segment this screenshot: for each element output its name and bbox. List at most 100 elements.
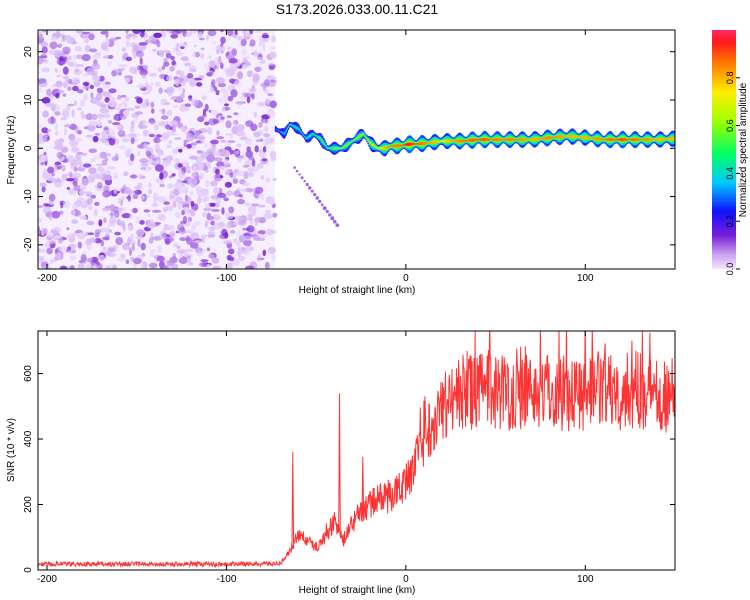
noise-speckle <box>271 35 277 43</box>
noise-speckle <box>51 83 62 87</box>
noise-speckle <box>163 57 168 63</box>
noise-speckle <box>60 202 64 209</box>
ridge-cell <box>654 138 657 141</box>
ridge-cell <box>572 135 574 139</box>
noise-speckle <box>56 252 62 260</box>
spectrogram-x-axis: -200 -100 0 100 <box>37 30 594 284</box>
noise-speckle <box>253 131 261 138</box>
noise-speckle <box>88 48 98 53</box>
ridge-cell <box>523 138 525 142</box>
ridge-cell <box>609 137 611 142</box>
noise-speckle <box>120 197 125 201</box>
noise-speckle <box>237 36 244 41</box>
noise-speckle <box>130 136 135 145</box>
ridge-cell <box>356 136 358 139</box>
noise-speckle <box>80 99 85 108</box>
noise-speckle <box>215 57 223 65</box>
noise-speckle <box>83 163 92 168</box>
ridge-cell <box>399 144 401 147</box>
noise-speckle <box>143 209 150 213</box>
noise-speckle <box>237 154 243 163</box>
noise-speckle <box>228 206 235 214</box>
ridge-cell <box>275 129 278 130</box>
noise-speckle <box>118 197 121 205</box>
noise-speckle <box>140 195 145 200</box>
noise-speckle <box>211 207 220 213</box>
ridge-cell <box>488 138 490 141</box>
ridge-cell <box>297 127 299 130</box>
noise-speckle <box>115 69 123 73</box>
ridge-cell <box>293 125 295 128</box>
ridge-cell <box>507 138 509 142</box>
ridge-cell <box>574 135 576 139</box>
noise-speckle <box>192 50 197 59</box>
ridge-cell <box>408 142 410 147</box>
noise-speckle <box>52 32 56 36</box>
noise-speckle <box>67 86 72 92</box>
noise-speckle <box>190 142 198 146</box>
noise-speckle <box>102 246 107 251</box>
ridge-cell <box>413 143 415 145</box>
noise-speckle <box>140 30 146 34</box>
noise-speckle <box>177 170 186 179</box>
noise-speckle <box>86 220 95 226</box>
noise-speckle <box>104 227 111 234</box>
noise-speckle <box>94 229 102 235</box>
noise-speckle <box>257 102 265 107</box>
noise-speckle <box>244 138 253 145</box>
ridge-cell <box>445 139 447 143</box>
noise-speckle <box>251 165 260 172</box>
ridge-cell <box>634 137 636 142</box>
noise-speckle <box>211 209 220 212</box>
noise-speckle <box>121 55 126 61</box>
ridge-cell <box>497 138 499 142</box>
ridge-cell <box>404 143 406 146</box>
ridge-cell <box>470 138 473 142</box>
noise-speckle <box>262 146 267 153</box>
noise-speckle <box>219 233 228 240</box>
ridge-cell <box>465 139 467 142</box>
noise-speckle <box>98 254 105 262</box>
noise-speckle <box>207 230 213 239</box>
noise-speckle <box>227 248 235 255</box>
y-tick-label: 0 <box>23 567 34 573</box>
noise-speckle <box>74 45 82 52</box>
ridge-cell <box>545 136 547 140</box>
ridge-cell <box>646 138 648 142</box>
noise-speckle <box>97 119 103 128</box>
ridge-trail-cell <box>335 223 340 228</box>
ridge-cell <box>582 136 585 139</box>
noise-speckle <box>73 166 78 172</box>
noise-speckle <box>262 119 267 123</box>
noise-speckle <box>181 80 186 87</box>
ridge-cell <box>631 138 633 141</box>
snr-spike <box>361 456 365 516</box>
noise-speckle <box>137 238 141 247</box>
ridge-cell <box>629 138 631 141</box>
ridge-cell <box>313 133 315 136</box>
noise-speckle <box>148 166 152 170</box>
ridge-cell <box>351 140 353 143</box>
ridge-cell <box>353 139 355 141</box>
noise-speckle <box>69 265 75 269</box>
ridge-cell <box>427 142 429 144</box>
noise-speckle <box>200 138 205 143</box>
noise-speckle <box>184 194 189 202</box>
noise-speckle <box>113 188 118 194</box>
noise-speckle <box>257 254 261 262</box>
noise-speckle <box>212 166 216 173</box>
noise-speckle <box>39 155 49 162</box>
noise-speckle <box>164 102 171 106</box>
ridge-cell <box>325 145 327 147</box>
ridge-cell <box>652 138 654 141</box>
noise-speckle <box>147 188 153 195</box>
noise-speckle <box>204 121 210 126</box>
noise-speckle <box>223 197 229 202</box>
noise-speckle <box>199 37 205 41</box>
noise-speckle <box>242 181 248 187</box>
noise-speckle <box>108 55 114 59</box>
ridge-cell <box>279 130 281 132</box>
noise-speckle <box>229 229 236 234</box>
noise-speckle <box>219 175 224 179</box>
noise-speckle <box>38 78 47 84</box>
